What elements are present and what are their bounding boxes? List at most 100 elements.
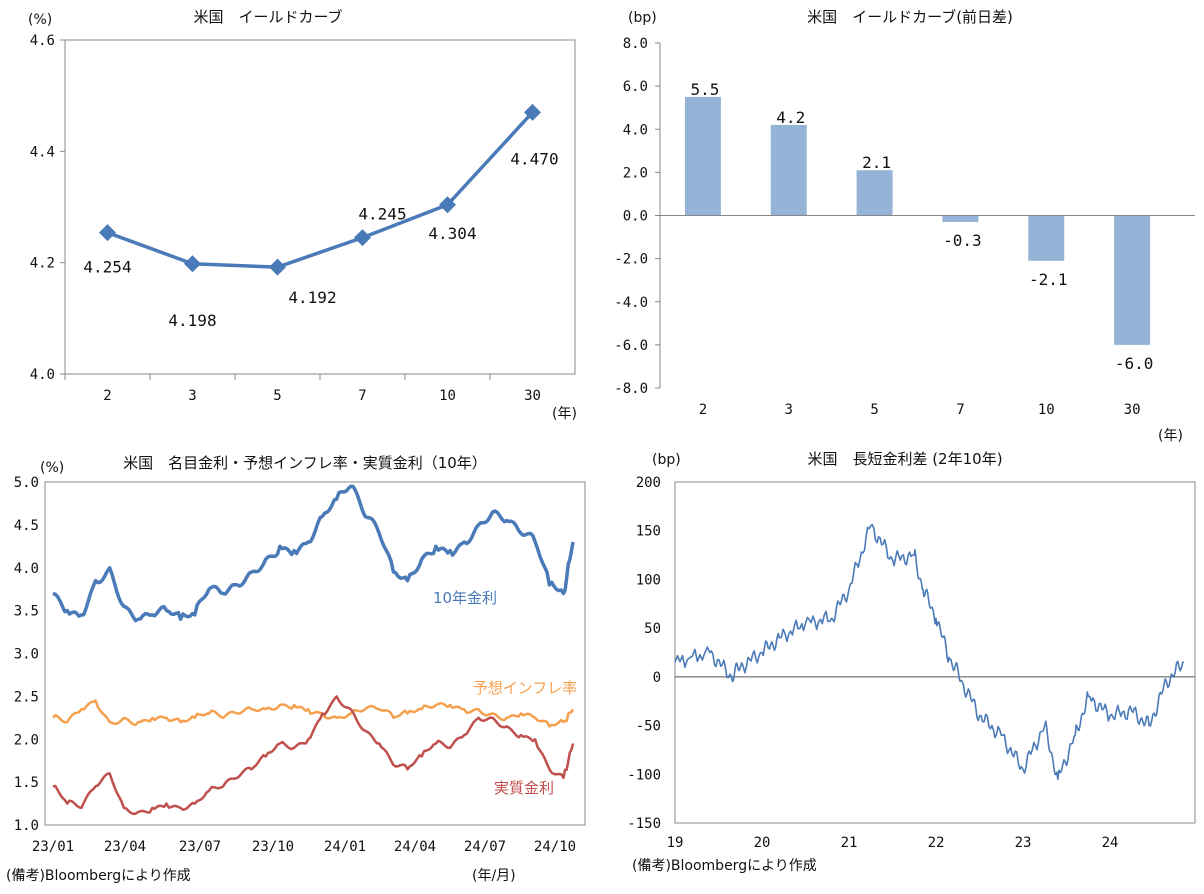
chart2-x-tick: 5 [870,402,878,418]
chart4-y-unit: (bp) [652,452,681,468]
chart3-x-unit: (年/月) [472,868,516,884]
chart1-data-label: 4.245 [358,205,406,224]
chart4-x-tick: 24 [1102,835,1119,851]
chart1-point [99,224,116,242]
chart3-y-unit: (%) [40,460,64,476]
chart1-x-tick: 3 [188,388,196,404]
chart4-series-line [674,523,1185,780]
chart2-y-tick: -6.0 [614,338,648,354]
chart3-y-tick: 4.0 [14,561,39,577]
chart2-x-tick: 3 [785,402,793,418]
chart2-y-tick: -8.0 [614,381,648,397]
legend-inflation: 予想インフレ率 [473,679,578,697]
chart3-x-tick: 23/10 [252,839,294,855]
chart2-bar [1114,215,1151,345]
chart2-data-label: 2.1 [862,153,891,172]
chart1-point [439,196,456,214]
chart1-plot-frame [64,39,576,375]
chart4-x-tick: 20 [754,835,771,851]
chart3-x-tick: 24/10 [534,839,576,855]
chart3-series-2 [52,695,575,816]
chart3-series-1 [52,699,575,728]
chart2-y-tick: 8.0 [623,36,648,52]
chart2-y-tick: -2.0 [614,252,648,268]
chart3-plot-frame [44,481,586,826]
legend-nominal: 10年金利 [433,589,497,607]
chart-yield-curve: 米国 イールドカーブ (%) (年) 4.0 4.2 4.4 4.6 2 3 5 7 10 30… [28,8,577,422]
chart3-y-tick: 4.5 [14,518,39,534]
chart3-title: 米国 名目金利・予想インフレ率・実質金利（10年） [123,454,487,472]
chart3-x-tick: 24/07 [464,839,506,855]
chart4-y-tick: -50 [636,719,661,735]
chart4-title: 米国 長短金利差 (2年10年) [807,450,1002,468]
chart4-y-tick: -100 [627,767,661,783]
chart2-x-tick: 10 [1038,402,1055,418]
chart1-series-line [106,111,534,269]
chart3-y-tick: 1.0 [14,818,39,834]
legend-real: 実質金利 [494,779,554,797]
chart4-y-tick: 0 [653,670,661,686]
chart3-x-tick: 24/04 [394,839,436,855]
chart2-bar [684,96,721,216]
chart2-x-unit: (年) [1158,428,1183,444]
chart3-x-tick: 23/07 [179,839,221,855]
chart2-data-label: 5.5 [690,80,719,99]
chart1-y-tick: 4.6 [30,33,55,49]
chart2-y-tick: 0.0 [623,209,648,225]
chart3-x-tick: 24/01 [324,839,366,855]
chart-yield-curve-change: 米国 イールドカーブ(前日差) (bp) (年) 8.0 6.0 4.0 2.0 0.0… [614,8,1195,444]
chart1-data-label: 4.192 [288,288,336,307]
chart1-y-unit: (%) [28,12,52,28]
chart4-y-tick: 200 [636,475,661,491]
chart2-data-label: -0.3 [943,231,982,250]
chart3-series-0 [52,484,575,623]
chart1-data-label: 4.470 [510,149,558,168]
chart1-x-tick: 5 [273,388,281,404]
chart4-x-tick: 21 [841,835,858,851]
chart3-y-tick: 2.5 [14,689,39,705]
chart4-x-tick: 23 [1015,835,1032,851]
chart2-y-tick: 4.0 [623,122,648,138]
chart2-title: 米国 イールドカーブ(前日差) [807,8,1013,26]
chart4-x-tick: 22 [928,835,945,851]
chart3-y-tick: 3.0 [14,647,39,663]
chart1-data-label: 4.198 [168,311,216,330]
chart1-point [524,103,541,121]
chart1-point [269,258,286,276]
chart1-x-unit: (年) [552,406,577,422]
chart1-y-tick: 4.4 [30,144,55,160]
chart4-y-tick: 50 [644,621,661,637]
chart1-title: 米国 イールドカーブ [193,8,342,26]
chart3-y-tick: 2.0 [14,732,39,748]
chart4-y-tick: 150 [636,524,661,540]
chart2-bar [770,124,807,216]
chart2-data-label: -2.1 [1029,270,1068,289]
source-note-right: (備考)Bloombergにより作成 [632,858,817,874]
chart1-point [184,255,201,273]
chart4-y-tick: 100 [636,572,661,588]
chart-rates-10y: 米国 名目金利・予想インフレ率・実質金利（10年） (%) (年/月) 5.0 4… [14,454,586,884]
chart2-data-label: -6.0 [1115,354,1154,373]
chart2-x-tick: 30 [1124,402,1141,418]
chart2-y-tick: 2.0 [623,165,648,181]
chart3-x-tick: 23/04 [104,839,146,855]
chart1-x-tick: 2 [103,388,111,404]
chart2-y-tick: -4.0 [614,295,648,311]
chart2-data-label: 4.2 [776,108,805,127]
chart-spread-2y10y: 米国 長短金利差 (2年10年) (bp) 200 150 100 50 0 -50 -10… [627,450,1196,851]
chart2-bar [942,215,979,222]
chart3-y-tick: 1.5 [14,775,39,791]
chart2-y-unit: (bp) [628,10,657,26]
chart2-x-tick: 2 [699,402,707,418]
chart2-x-tick: 7 [956,402,964,418]
chart3-y-tick: 3.5 [14,604,39,620]
chart1-x-tick: 7 [358,388,366,404]
chart1-point [354,229,371,247]
chart4-x-tick: 19 [667,835,684,851]
chart1-x-tick: 10 [439,388,456,404]
chart1-data-label: 4.254 [83,258,131,277]
chart1-y-tick: 4.2 [30,256,55,272]
chart3-x-tick: 23/01 [32,839,74,855]
chart1-data-label: 4.304 [428,224,476,243]
